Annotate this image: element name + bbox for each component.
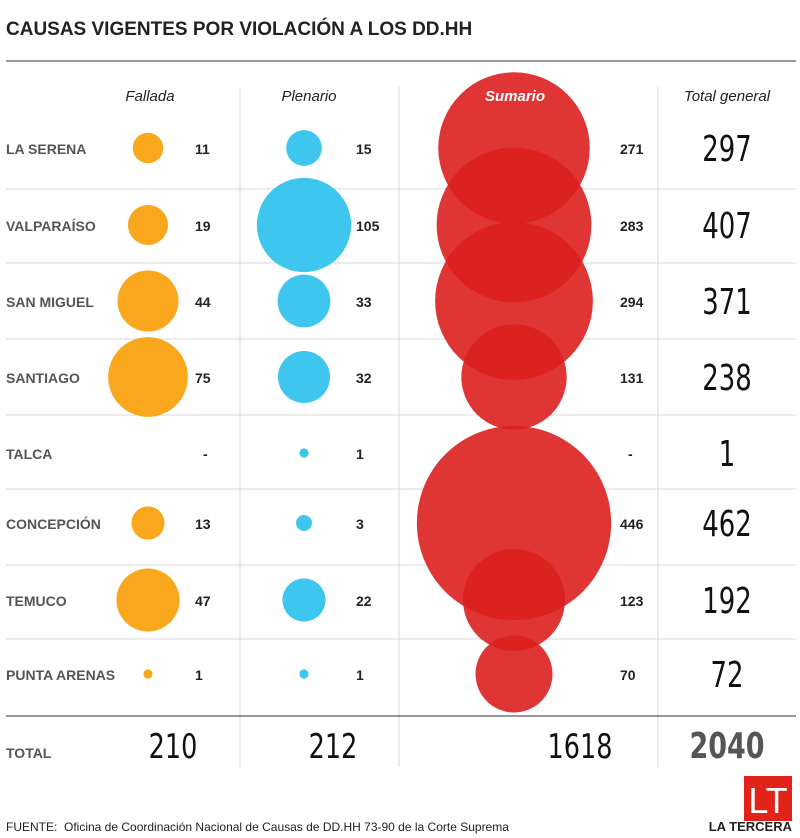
value-sumario-talca: - (628, 446, 633, 462)
bubble-sumario-san-miguel (435, 222, 593, 380)
column-header-fallada: Fallada (125, 88, 174, 105)
row-label-concepción: CONCEPCIÓN (6, 515, 101, 532)
value-plenario-santiago: 32 (356, 370, 372, 386)
bubble-fallada-san-miguel (117, 270, 179, 332)
bubble-sumario-punta-arenas (475, 635, 553, 713)
row-label-santiago: SANTIAGO (6, 370, 80, 386)
row-label-punta-arenas: PUNTA ARENAS (6, 667, 115, 683)
row-label-la-serena: LA SERENA (6, 141, 86, 157)
logo-mark: LT (748, 780, 787, 821)
value-plenario-temuco: 22 (356, 593, 372, 609)
value-fallada-punta-arenas: 1 (195, 667, 203, 683)
value-sumario-punta-arenas: 70 (620, 667, 636, 683)
value-plenario-punta-arenas: 1 (356, 667, 364, 683)
bubble-fallada-santiago (108, 337, 188, 417)
bubble-fallada-concepción (131, 506, 165, 540)
row-label-valparaíso: VALPARAÍSO (6, 218, 96, 234)
total-general: 2040 (689, 724, 764, 767)
value-plenario-valparaíso: 105 (356, 218, 380, 234)
total-fallada: 210 (149, 727, 198, 767)
value-fallada-santiago: 75 (195, 370, 211, 386)
bubble-fallada-valparaíso (127, 204, 169, 246)
value-fallada-san-miguel: 44 (195, 294, 211, 310)
value-total-talca: 1 (719, 434, 735, 475)
value-sumario-temuco: 123 (620, 593, 644, 609)
bubble-plenario-concepción (296, 515, 312, 531)
bubble-sumario-santiago (461, 324, 567, 430)
value-plenario-concepción: 3 (356, 516, 364, 532)
sumario-bubbles (416, 72, 612, 713)
value-total-temuco: 192 (702, 581, 751, 622)
bubble-plenario-punta-arenas (299, 669, 309, 679)
bubble-fallada-temuco (116, 568, 180, 632)
chart-title: CAUSAS VIGENTES POR VIOLACIÓN A LOS DD.H… (6, 18, 472, 40)
row-lines (6, 188, 796, 640)
value-fallada-valparaíso: 19 (195, 218, 211, 234)
column-header-total-general: Total general (684, 88, 771, 105)
total-sumario: 1618 (548, 727, 613, 767)
plenario-bubbles (256, 130, 352, 679)
bubble-plenario-santiago (277, 350, 331, 404)
value-sumario-concepción: 446 (620, 516, 644, 532)
value-sumario-valparaíso: 283 (620, 218, 644, 234)
value-plenario-talca: 1 (356, 446, 364, 462)
value-fallada-la-serena: 11 (195, 141, 210, 157)
bubble-fallada-la-serena (132, 132, 164, 164)
publisher-name: LA TERCERA (709, 819, 793, 834)
value-plenario-san-miguel: 33 (356, 294, 372, 310)
value-sumario-san-miguel: 294 (620, 294, 644, 310)
bubble-plenario-talca (299, 448, 309, 458)
column-header-sumario: Sumario (485, 88, 545, 105)
logo-box (744, 776, 792, 821)
bubble-fallada-punta-arenas (143, 669, 153, 679)
source-label: FUENTE: (6, 820, 57, 834)
row-label-talca: TALCA (6, 446, 52, 462)
bubble-plenario-valparaíso (256, 177, 352, 273)
bubble-plenario-la-serena (286, 130, 322, 166)
value-sumario-santiago: 131 (620, 370, 644, 386)
source-text: Oficina de Coordinación Nacional de Caus… (64, 820, 509, 834)
column-header-plenario: Plenario (281, 88, 336, 105)
value-total-santiago: 238 (702, 358, 751, 399)
totals-label: TOTAL (6, 745, 52, 761)
fallada-bubbles (108, 132, 188, 679)
bubble-plenario-san-miguel (277, 274, 331, 328)
bubble-sumario-temuco (462, 548, 566, 652)
row-label-temuco: TEMUCO (6, 593, 67, 609)
value-plenario-la-serena: 15 (356, 141, 372, 157)
value-total-la-serena: 297 (702, 129, 751, 170)
value-total-valparaíso: 407 (702, 206, 751, 247)
value-fallada-temuco: 47 (195, 593, 211, 609)
bubble-plenario-temuco (282, 578, 326, 622)
value-fallada-concepción: 13 (195, 516, 211, 532)
value-total-concepción: 462 (702, 504, 751, 545)
value-total-san-miguel: 371 (702, 282, 751, 323)
value-total-punta-arenas: 72 (711, 655, 744, 696)
value-fallada-talca: - (203, 446, 208, 462)
bubble-sumario-concepción (416, 425, 612, 621)
value-sumario-la-serena: 271 (620, 141, 644, 157)
total-plenario: 212 (309, 727, 358, 767)
row-label-san-miguel: SAN MIGUEL (6, 294, 94, 310)
